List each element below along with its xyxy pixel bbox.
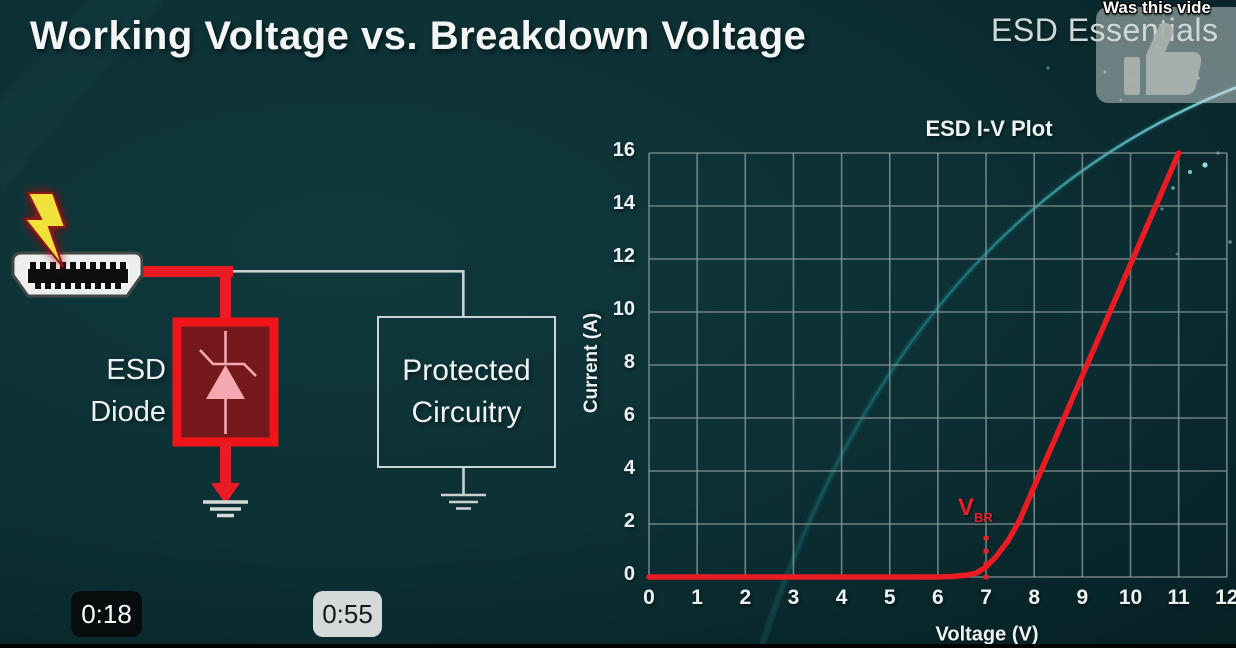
esd-diode-label-line2: Diode (90, 396, 166, 429)
streak (0, 0, 164, 190)
esd-diode-symbol (172, 317, 279, 447)
y-tick-label: 14 (612, 192, 635, 214)
iv-curve (646, 150, 1182, 580)
x-tick-label: 10 (1118, 586, 1143, 609)
y-tick-label: 4 (623, 457, 635, 479)
y-tick-label: 6 (623, 404, 635, 426)
swoosh-arc (759, 86, 1236, 648)
breakdown-voltage-annotation: VBR (958, 494, 993, 525)
protected-label-line1: Protected (402, 354, 531, 387)
discharge-arrow (211, 442, 240, 504)
signal-wire-horizontal (231, 270, 464, 273)
y-tick-label: 2 (623, 510, 635, 532)
x-tick-label: 4 (835, 586, 848, 609)
esd-wire-horizontal (138, 266, 233, 277)
x-tick-label: 12 (1215, 586, 1236, 609)
thumbs-up-icon[interactable] (1096, 7, 1236, 103)
y-tick-label: 16 (612, 139, 635, 161)
esd-diode-label: ESD Diode (84, 349, 166, 433)
timestamp-badge-current: 0:18 (71, 591, 142, 637)
x-tick-label: 5 (883, 586, 896, 609)
bottom-letterbox-bar (0, 644, 1236, 648)
protected-label-line2: Circuitry (411, 396, 522, 429)
esd-wire-vertical (220, 266, 231, 324)
y-tick-label: 12 (612, 245, 635, 267)
like-prompt-question: Was this vide (1103, 0, 1212, 17)
x-tick-label: 1 (691, 586, 703, 609)
esd-diode-label-line1: ESD (106, 354, 166, 386)
x-tick-label: 9 (1076, 586, 1089, 609)
y-tick-label: 10 (612, 298, 635, 320)
x-tick-label: 8 (1028, 586, 1041, 609)
x-axis-label: Voltage (V) (935, 623, 1039, 646)
signal-wire-vertical (462, 270, 465, 317)
chart-title: ESD I-V Plot (925, 116, 1053, 141)
x-tick-label: 11 (1167, 586, 1190, 609)
x-tick-label: 3 (787, 586, 800, 609)
vbr-text: V (958, 494, 975, 521)
hdmi-connector (11, 251, 144, 298)
y-tick-label: 0 (623, 563, 635, 585)
x-tick-label: 6 (932, 586, 944, 609)
x-tick-label: 0 (643, 586, 655, 609)
x-tick-label: 2 (739, 586, 752, 609)
y-tick-label: 8 (623, 351, 635, 373)
ground-symbol-protected (441, 466, 486, 510)
lightning-bolt-icon (22, 192, 67, 268)
vbr-subscript: BR (974, 510, 993, 525)
slide-title: Working Voltage vs. Breakdown Voltage (30, 14, 807, 58)
like-prompt-card[interactable] (1096, 7, 1236, 103)
protected-circuitry-box: Protected Circuitry (377, 316, 556, 468)
x-tick-label: 7 (980, 586, 992, 609)
ground-symbol-esd (203, 500, 248, 518)
timestamp-badge-chapter: 0:55 (313, 591, 382, 637)
